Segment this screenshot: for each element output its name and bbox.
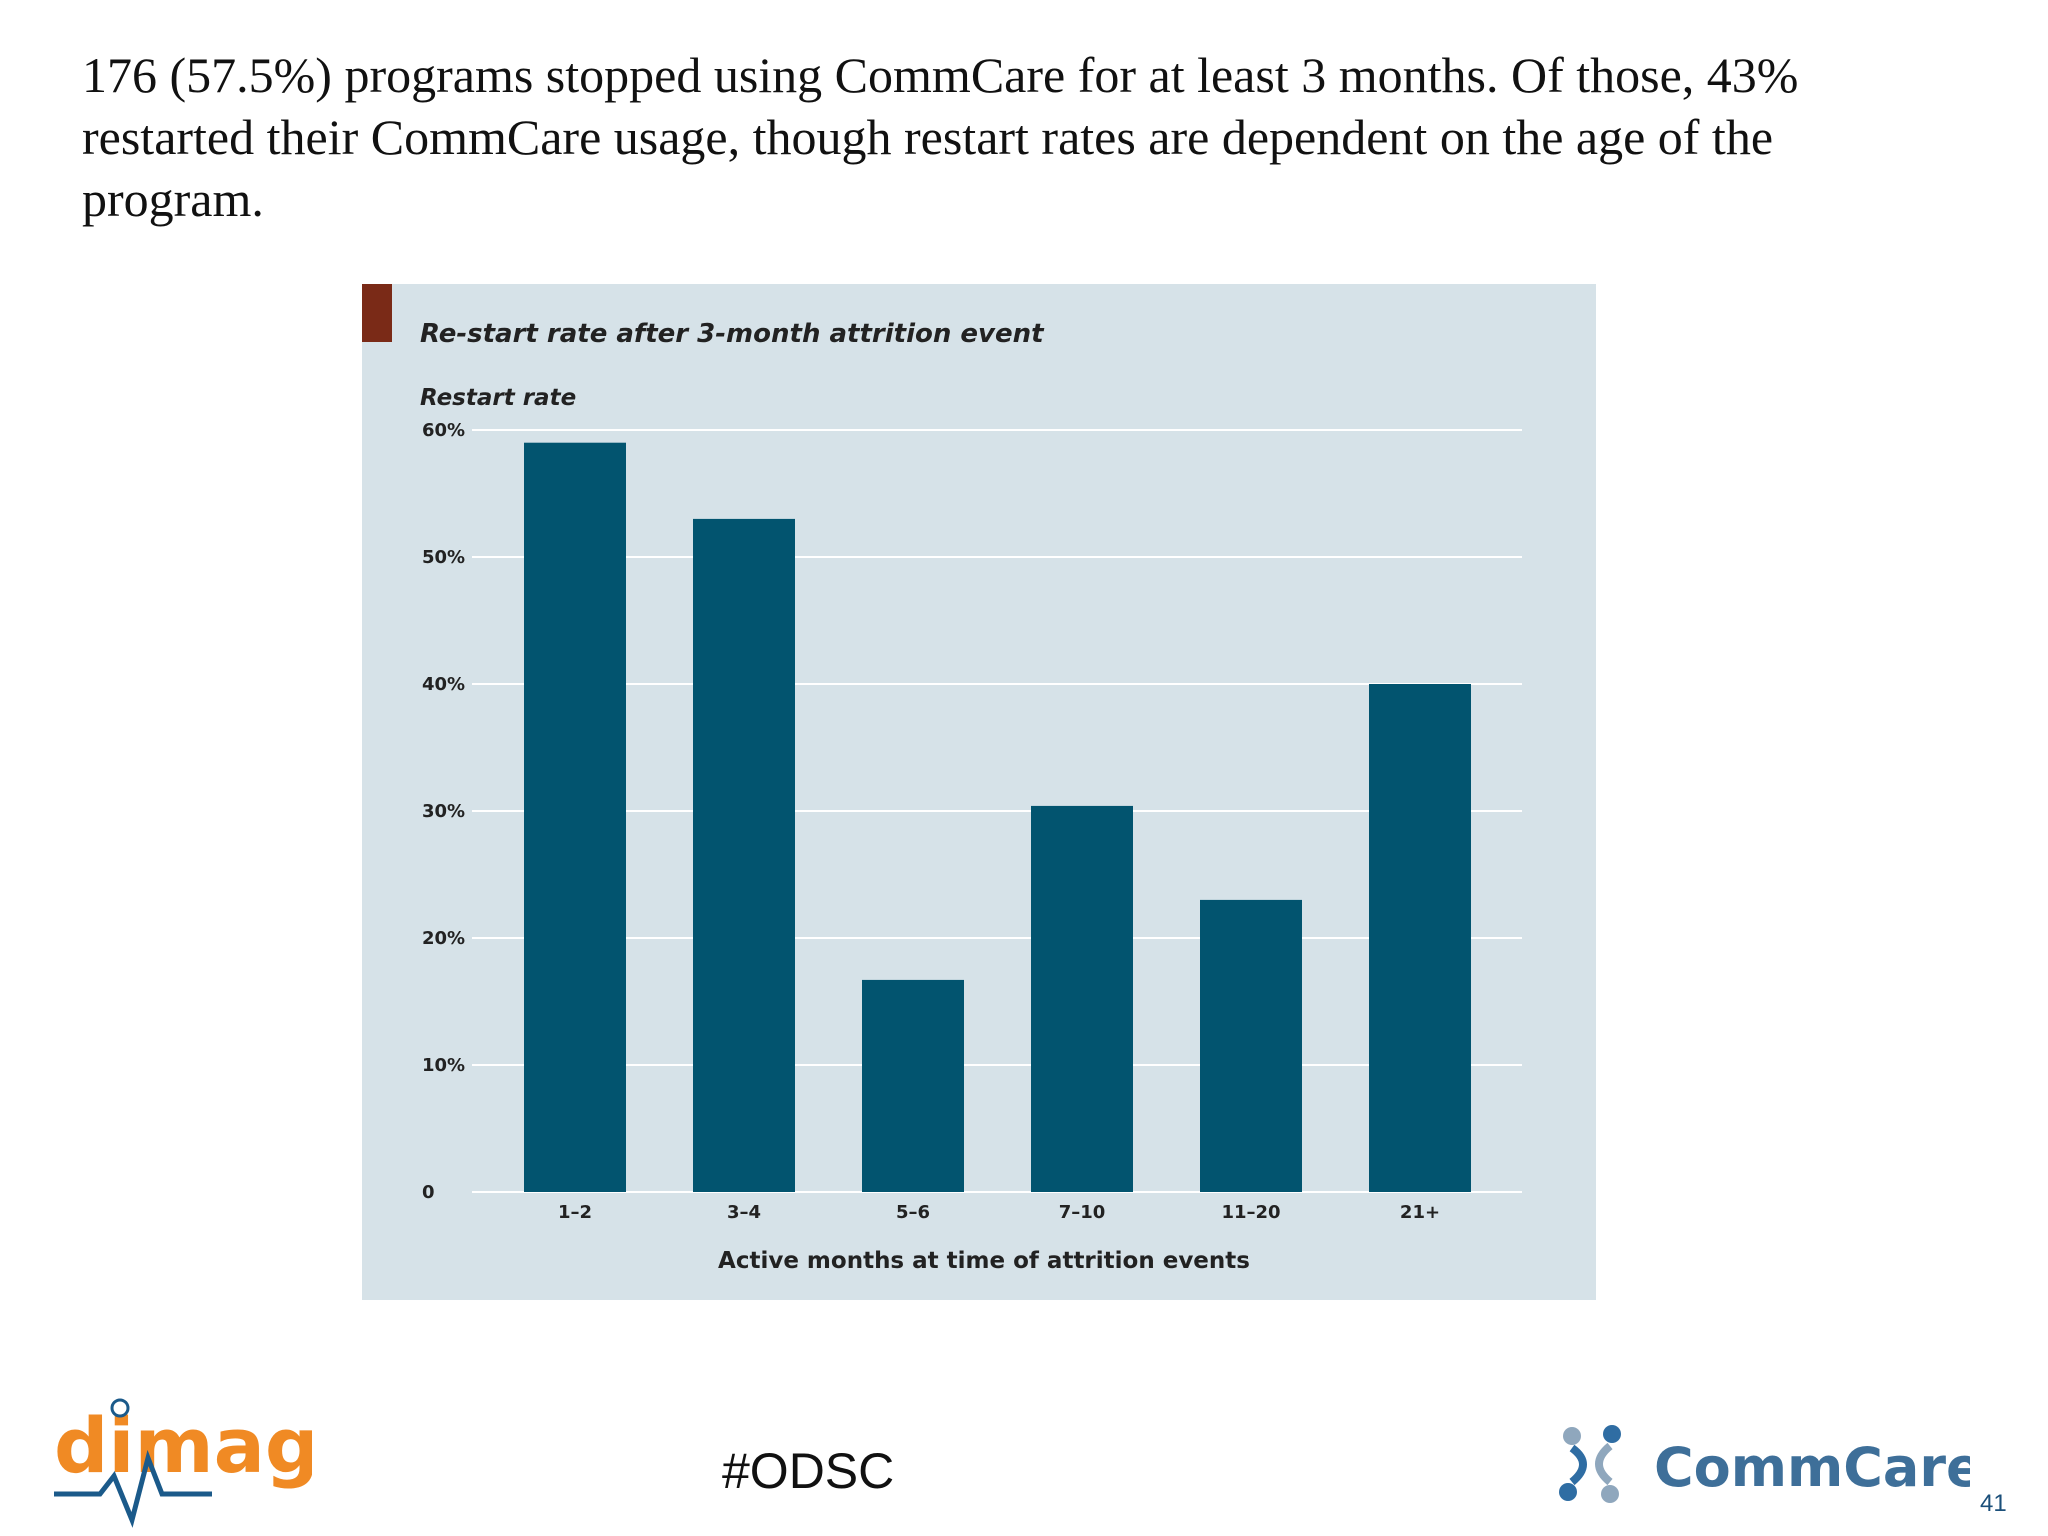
x-tick-label: 5–6 (896, 1202, 930, 1223)
x-tick-label: 7–10 (1059, 1202, 1106, 1223)
y-tick-label: 30% (422, 801, 465, 822)
x-axis-title: Active months at time of attrition event… (718, 1248, 1250, 1274)
dimagi-logo-mark: dimagi (54, 1398, 345, 1528)
commcare-people-icon (1559, 1425, 1621, 1503)
event-hashtag: #ODSC (722, 1443, 895, 1499)
x-tick-label: 3–4 (727, 1202, 761, 1223)
chart-title: Re-start rate after 3-month attrition ev… (420, 319, 1045, 349)
title-accent-marker (362, 284, 392, 342)
bar-6 (1369, 684, 1471, 1192)
bar-2 (693, 518, 795, 1192)
dimagi-logo: dimagi (52, 1398, 345, 1533)
slide-headline: 176 (57.5%) programs stopped using CommC… (82, 47, 1799, 227)
dimagi-logo-wordmark: dimagi (54, 1401, 312, 1490)
bar-4 (1031, 805, 1133, 1192)
bar-1 (524, 442, 626, 1192)
y-axis-ticks: 0 10% 20% 30% 40% 50% 60% (422, 420, 465, 1203)
x-axis-ticks: 1–2 3–4 5–6 7–10 11–20 21+ (558, 1202, 1440, 1223)
globe-icon (110, 1398, 130, 1418)
x-tick-label: 1–2 (558, 1202, 592, 1223)
page-number: 41 (1980, 1490, 2007, 1517)
bar-3 (862, 979, 964, 1192)
bar-5 (1200, 899, 1302, 1192)
pulse-line-icon (54, 1449, 212, 1528)
y-tick-label: 0 (422, 1182, 435, 1203)
y-tick-label: 20% (422, 928, 465, 949)
y-axis-title: Restart rate (420, 385, 576, 411)
y-tick-label: 40% (422, 674, 465, 695)
commcare-logo-wordmark: CommCare (1654, 1436, 1970, 1499)
restart-rate-bar-chart: Re-start rate after 3-month attrition ev… (362, 284, 1522, 1274)
gridlines (472, 429, 1522, 1193)
x-tick-label: 21+ (1400, 1202, 1440, 1223)
commcare-logo: CommCare (1550, 1418, 1983, 1523)
commcare-logo-mark: CommCare (1559, 1425, 1983, 1503)
chart-panel: Re-start rate after 3-month attrition ev… (362, 284, 1596, 1300)
y-tick-label: 60% (422, 420, 465, 441)
bars (524, 442, 1471, 1192)
y-tick-label: 10% (422, 1055, 465, 1076)
x-tick-label: 11–20 (1221, 1202, 1280, 1223)
y-tick-label: 50% (422, 547, 465, 568)
